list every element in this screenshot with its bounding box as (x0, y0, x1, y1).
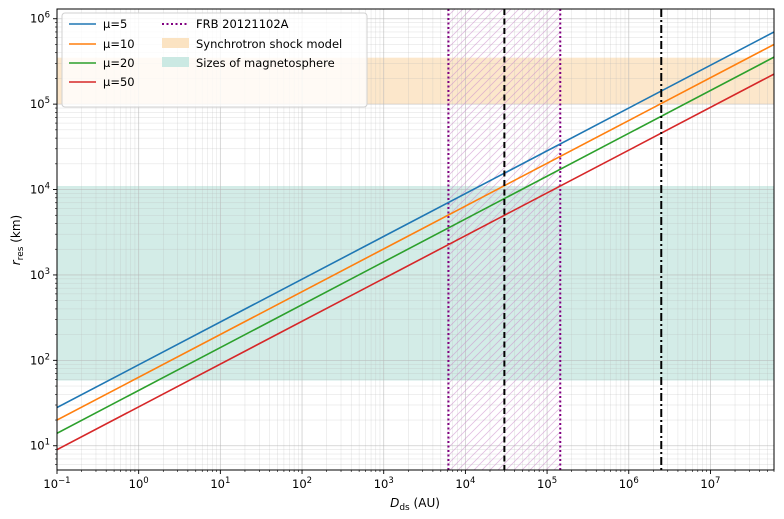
x-tick-label-8: 107 (700, 476, 720, 491)
series-line-1 (57, 43, 774, 421)
y-tick-label-5: 106 (30, 11, 50, 26)
y-axis-label: rres (km) (9, 215, 26, 266)
legend-label-magnetosphere: Sizes of magnetosphere (196, 56, 335, 70)
legend-swatch-magnetosphere (162, 57, 189, 67)
series-line-3 (57, 73, 774, 451)
y-tick-label-3: 104 (30, 182, 50, 197)
y-tick-label-1: 102 (30, 352, 50, 367)
legend-box (61, 12, 368, 108)
plot-frame (56, 8, 775, 471)
legend-label-mu10: μ=10 (103, 37, 135, 51)
x-tick-label-0: 10−1 (43, 476, 70, 491)
y-tick-label-2: 103 (30, 267, 50, 282)
legend-label-mu50: μ=50 (103, 75, 135, 89)
x-tick-label-4: 103 (374, 476, 394, 491)
legend-swatch-synchrotron (162, 38, 189, 48)
series-line-0 (57, 31, 774, 409)
legend-label-mu20: μ=20 (103, 56, 135, 70)
axis-ticks (53, 18, 775, 474)
x-tick-label-5: 104 (455, 476, 475, 491)
series-line-2 (57, 56, 774, 434)
x-axis-label: Dds (AU) (390, 496, 440, 513)
tick-labels: 10−1 100 101 102 103 104 105 106 107 101 102 103 104… (30, 11, 721, 491)
y-tick-label-0: 101 (30, 438, 50, 453)
bands-layer (57, 57, 774, 381)
vertical-lines (503, 9, 663, 470)
legend-label-synchrotron: Synchrotron shock model (196, 37, 342, 51)
legend-label-mu5: μ=5 (103, 17, 127, 31)
series-lines (57, 31, 774, 451)
x-tick-label-3: 102 (292, 476, 312, 491)
x-tick-label-6: 105 (537, 476, 557, 491)
x-tick-label-7: 106 (619, 476, 639, 491)
legend: μ=5 μ=10 μ=20 μ=50 FRB 20121102A Synchro… (61, 12, 368, 108)
x-tick-label-1: 100 (129, 476, 149, 491)
band-1 (57, 186, 774, 381)
legend-label-frb: FRB 20121102A (196, 17, 289, 31)
x-tick-label-2: 101 (210, 476, 230, 491)
y-tick-label-4: 105 (30, 96, 50, 111)
